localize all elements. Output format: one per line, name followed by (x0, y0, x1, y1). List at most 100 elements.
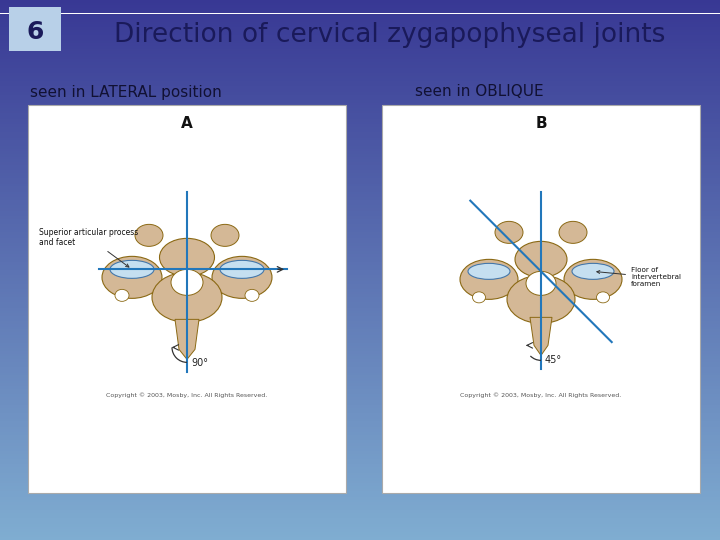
Bar (0, 14, 720, 16)
Bar (0, 194, 720, 197)
Bar (0, 103, 720, 105)
Bar (0, 497, 720, 500)
Bar (0, 143, 720, 146)
Text: B: B (535, 116, 546, 131)
Bar (0, 335, 720, 338)
Bar (0, 300, 720, 302)
Bar (0, 176, 720, 178)
Bar (0, 310, 720, 313)
Bar (0, 32, 720, 35)
Bar (0, 24, 720, 27)
Bar (0, 416, 720, 418)
Bar (0, 146, 720, 148)
Bar (0, 197, 720, 200)
Text: Floor of
intervertebral
foramen: Floor of intervertebral foramen (597, 267, 681, 287)
FancyBboxPatch shape (9, 7, 61, 51)
Text: 45°: 45° (545, 355, 562, 366)
Bar (0, 224, 720, 227)
Bar (0, 16, 720, 19)
Bar (0, 235, 720, 238)
Bar (0, 59, 720, 62)
Bar (0, 356, 720, 359)
Bar (0, 281, 720, 284)
Bar (0, 489, 720, 491)
Bar (0, 259, 720, 262)
Text: Copyright © 2003, Mosby, Inc. All Rights Reserved.: Copyright © 2003, Mosby, Inc. All Rights… (107, 393, 268, 399)
Bar (0, 265, 720, 267)
Bar (0, 267, 720, 270)
Bar (0, 154, 720, 157)
Bar (0, 278, 720, 281)
Bar (0, 230, 720, 232)
Bar (0, 500, 720, 502)
Ellipse shape (526, 272, 556, 295)
Ellipse shape (507, 275, 575, 323)
Bar (0, 432, 720, 435)
Ellipse shape (135, 224, 163, 246)
Bar (0, 238, 720, 240)
Bar (0, 478, 720, 481)
Bar (0, 30, 720, 32)
Bar (0, 529, 720, 532)
Bar (0, 46, 720, 49)
Bar (0, 462, 720, 464)
Bar (0, 240, 720, 243)
Bar (0, 400, 720, 402)
Bar (0, 524, 720, 526)
Bar (0, 49, 720, 51)
Bar (0, 373, 720, 375)
Bar (0, 510, 720, 513)
Ellipse shape (468, 264, 510, 279)
Bar (0, 408, 720, 410)
Bar (0, 105, 720, 108)
Bar (0, 421, 720, 424)
Bar (0, 181, 720, 184)
Bar (0, 205, 720, 208)
Bar (0, 232, 720, 235)
Bar (0, 78, 720, 81)
Bar (0, 124, 720, 127)
Bar (0, 270, 720, 273)
Bar (0, 202, 720, 205)
Bar (0, 111, 720, 113)
Ellipse shape (220, 260, 264, 278)
Bar (0, 324, 720, 327)
Bar (0, 526, 720, 529)
Bar (0, 51, 720, 54)
Bar (0, 140, 720, 143)
Bar (0, 338, 720, 340)
Bar (0, 216, 720, 219)
Ellipse shape (211, 224, 239, 246)
Ellipse shape (515, 241, 567, 278)
Polygon shape (530, 318, 552, 355)
Bar (0, 354, 720, 356)
Bar (0, 89, 720, 92)
Ellipse shape (212, 256, 272, 299)
Bar (0, 54, 720, 57)
Bar (0, 459, 720, 462)
Ellipse shape (115, 289, 129, 301)
Bar (0, 367, 720, 370)
Bar (0, 132, 720, 135)
Bar (0, 294, 720, 297)
Bar (0, 505, 720, 508)
Bar (0, 135, 720, 138)
Bar (0, 451, 720, 454)
Bar (0, 446, 720, 448)
Bar (0, 254, 720, 256)
Bar (0, 211, 720, 213)
Bar (0, 275, 720, 278)
Bar (0, 456, 720, 459)
Bar (0, 40, 720, 43)
Bar (0, 378, 720, 381)
Bar (0, 286, 720, 289)
Bar (0, 148, 720, 151)
Bar (0, 313, 720, 316)
Bar (0, 305, 720, 308)
Bar (0, 173, 720, 176)
Bar (0, 435, 720, 437)
Bar (0, 262, 720, 265)
Ellipse shape (152, 272, 222, 322)
Bar (0, 340, 720, 343)
Bar (0, 35, 720, 38)
